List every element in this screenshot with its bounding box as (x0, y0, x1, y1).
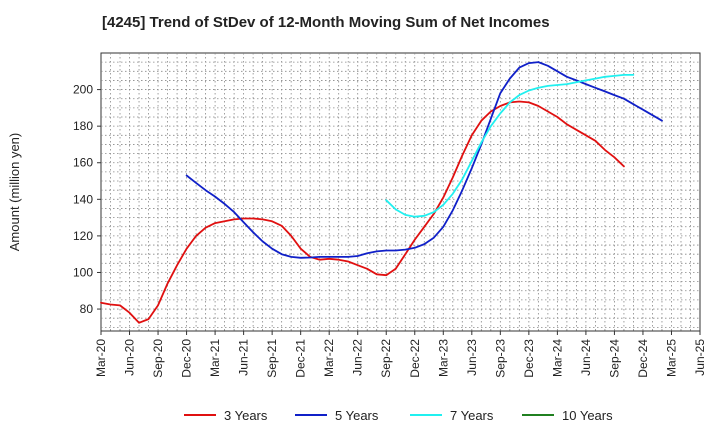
x-tick-label: Sep-21 (265, 339, 279, 378)
series-line-3-years (100, 100, 625, 324)
x-tick-label: Jun-20 (123, 339, 137, 376)
y-tick-label: 120 (73, 229, 93, 243)
y-axis-ticks: 80 100 120 140 160 180 200 (73, 83, 101, 316)
x-tick-label: Sep-23 (493, 339, 507, 378)
y-tick-label: 160 (73, 156, 93, 170)
x-tick-label: Jun-23 (465, 339, 479, 376)
legend-label: 7 Years (450, 408, 494, 423)
series-line-5-years (185, 61, 663, 259)
x-tick-label: Mar-25 (664, 339, 678, 377)
y-tick-label: 200 (73, 83, 93, 97)
series-lines (100, 61, 663, 324)
x-tick-label: Sep-24 (607, 339, 621, 378)
legend: 3 Years 5 Years 7 Years 10 Years (184, 408, 613, 423)
x-tick-label: Jun-25 (693, 339, 707, 376)
y-axis-title: Amount (million yen) (7, 133, 22, 252)
x-axis-ticks: Mar-20 Jun-20 Sep-20 Dec-20 Mar-21 Jun-21 Sep-… (94, 331, 707, 378)
x-tick-label: Jun-21 (237, 339, 251, 376)
legend-label: 3 Years (224, 408, 268, 423)
y-tick-label: 100 (73, 265, 93, 279)
x-tick-label: Mar-22 (322, 339, 336, 377)
x-tick-label: Sep-20 (151, 339, 165, 378)
x-tick-label: Jun-22 (351, 339, 365, 376)
x-tick-label: Mar-20 (94, 339, 108, 377)
x-tick-label: Mar-23 (436, 339, 450, 377)
x-tick-label: Dec-22 (408, 339, 422, 378)
x-tick-label: Dec-24 (636, 339, 650, 378)
legend-label: 5 Years (335, 408, 379, 423)
x-tick-label: Dec-23 (522, 339, 536, 378)
x-tick-label: Dec-21 (294, 339, 308, 378)
x-tick-label: Dec-20 (180, 339, 194, 378)
x-tick-label: Mar-24 (550, 339, 564, 377)
chart-title: [4245] Trend of StDev of 12-Month Moving… (102, 14, 550, 31)
legend-label: 10 Years (562, 408, 613, 423)
y-tick-label: 80 (80, 302, 94, 316)
x-tick-label: Mar-21 (208, 339, 222, 377)
x-tick-label: Sep-22 (379, 339, 393, 378)
y-tick-label: 180 (73, 119, 93, 133)
plot-area (100, 52, 701, 332)
y-tick-label: 140 (73, 192, 93, 206)
series-line-7-years (385, 74, 635, 218)
x-tick-label: Jun-24 (579, 339, 593, 376)
